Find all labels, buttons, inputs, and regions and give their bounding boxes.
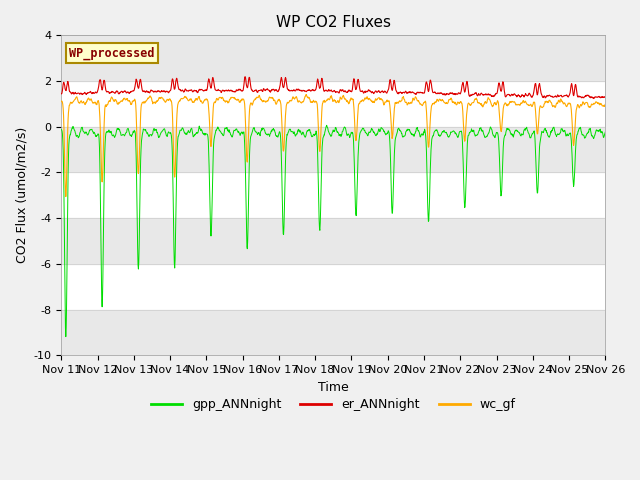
gpp_ANNnight [490,133,497,139]
gpp_ANNnight [58,127,65,132]
er_ANNnight [165,89,173,95]
wc_gf [538,104,545,110]
wc_gf [490,103,497,108]
Line: wc_gf: wc_gf [61,95,605,197]
gpp_ANNnight [179,125,186,131]
Bar [61,36,605,81]
gpp_ANNnight [323,122,330,128]
wc_gf [419,103,426,108]
Bar [61,218,605,264]
wc_gf [166,96,173,102]
er_ANNnight [418,90,426,96]
er_ANNnight [489,93,497,99]
wc_gf [62,194,70,200]
gpp_ANNnight [538,131,545,136]
Bar [61,127,605,172]
Text: WP_processed: WP_processed [69,47,155,60]
wc_gf [303,92,310,97]
er_ANNnight [241,74,249,80]
wc_gf [239,96,247,102]
gpp_ANNnight [239,129,247,135]
wc_gf [58,99,65,105]
X-axis label: Time: Time [318,381,349,394]
Legend: gpp_ANNnight, er_ANNnight, wc_gf: gpp_ANNnight, er_ANNnight, wc_gf [146,393,521,416]
er_ANNnight [239,87,247,93]
gpp_ANNnight [419,132,426,138]
Line: er_ANNnight: er_ANNnight [61,77,605,98]
wc_gf [602,101,609,107]
er_ANNnight [602,94,609,100]
gpp_ANNnight [62,334,70,339]
er_ANNnight [58,91,65,96]
wc_gf [179,96,186,102]
er_ANNnight [179,87,186,93]
Line: gpp_ANNnight: gpp_ANNnight [61,125,605,336]
gpp_ANNnight [602,129,609,135]
Y-axis label: CO2 Flux (umol/m2/s): CO2 Flux (umol/m2/s) [15,127,28,264]
Bar [61,310,605,355]
er_ANNnight [537,90,545,96]
gpp_ANNnight [166,130,173,136]
er_ANNnight [589,96,597,101]
Title: WP CO2 Fluxes: WP CO2 Fluxes [276,15,391,30]
